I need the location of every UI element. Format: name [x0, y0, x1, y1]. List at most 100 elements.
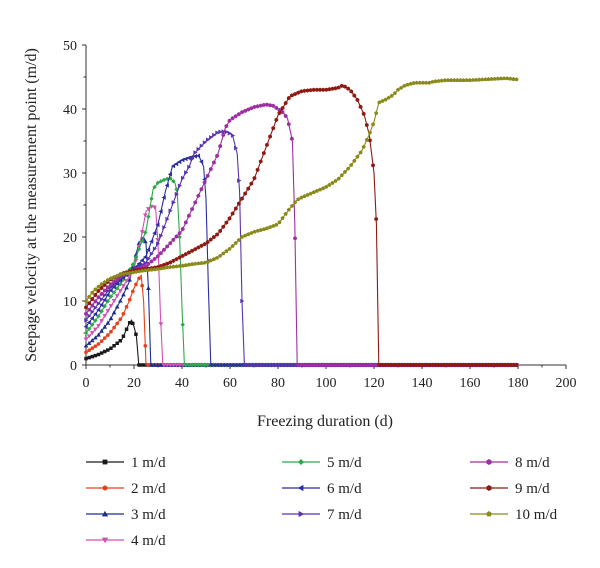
data-point — [368, 362, 372, 368]
data-point — [330, 180, 335, 185]
data-point — [342, 169, 348, 174]
data-point — [240, 110, 244, 115]
data-point — [96, 288, 101, 294]
data-point — [196, 362, 201, 368]
data-point — [339, 173, 344, 178]
data-point — [374, 110, 379, 115]
data-point — [386, 362, 391, 368]
data-point — [346, 166, 351, 171]
data-point — [108, 304, 114, 309]
data-point — [314, 188, 319, 193]
data-point — [293, 236, 297, 241]
data-point — [139, 257, 144, 263]
data-point — [236, 237, 241, 242]
data-point — [296, 362, 301, 368]
legend-item: 3 m/d — [86, 507, 166, 523]
data-point — [293, 91, 297, 97]
data-point — [436, 362, 441, 368]
data-point — [149, 251, 154, 257]
data-point — [199, 362, 204, 368]
data-point — [99, 297, 105, 302]
data-point — [315, 362, 319, 368]
data-point — [508, 76, 513, 81]
data-point — [283, 113, 288, 119]
legend-item: 4 m/d — [86, 533, 166, 549]
data-point — [170, 163, 176, 169]
data-point — [339, 362, 344, 368]
series-line — [85, 205, 518, 366]
data-point — [96, 342, 101, 346]
data-point — [361, 144, 366, 149]
data-point — [439, 78, 444, 83]
data-point — [374, 362, 379, 368]
data-point — [168, 260, 173, 265]
data-point — [489, 362, 494, 368]
data-point — [339, 83, 344, 88]
data-point — [118, 281, 123, 287]
data-point — [237, 112, 241, 117]
data-point — [377, 362, 382, 368]
y-axis-label: Seepage velocity at the measurement poin… — [23, 48, 40, 362]
data-point — [212, 160, 216, 165]
data-point — [371, 362, 375, 368]
data-point — [405, 362, 410, 368]
data-point — [180, 157, 185, 163]
data-point — [442, 78, 447, 83]
data-point — [358, 150, 363, 155]
data-point — [473, 77, 479, 82]
data-point — [358, 104, 363, 110]
data-point — [321, 186, 326, 191]
data-point — [127, 277, 132, 282]
x-tick-label: 160 — [460, 376, 481, 391]
data-point — [177, 234, 182, 240]
legend-swatch-marker — [486, 459, 492, 465]
data-point — [205, 137, 211, 143]
legend-label: 7 m/d — [327, 507, 362, 523]
series-10m-d — [83, 76, 519, 303]
data-point — [474, 362, 478, 368]
data-point — [152, 184, 157, 190]
data-point — [336, 176, 341, 181]
data-point — [127, 297, 132, 302]
data-point — [233, 114, 238, 119]
legend-label: 9 m/d — [515, 481, 550, 497]
y-tick-label: 50 — [63, 39, 77, 54]
data-point — [186, 262, 192, 267]
y-tick-label: 20 — [63, 231, 77, 246]
series-line — [85, 84, 518, 366]
data-point — [389, 93, 394, 98]
data-point — [168, 264, 173, 269]
data-point — [227, 216, 232, 221]
data-point — [364, 362, 369, 368]
legend-item: 10 m/d — [470, 507, 558, 523]
data-point — [196, 193, 201, 198]
data-point — [477, 77, 482, 82]
data-point — [202, 180, 207, 185]
data-point — [271, 103, 276, 108]
data-point — [296, 90, 301, 95]
legend: 1 m/d 5 m/d 8 m/d 2 m/d 6 m/d 9 m/d 3 m/d 7 m/d… — [86, 455, 558, 549]
data-point — [189, 362, 195, 368]
data-point — [427, 362, 432, 368]
data-point — [87, 313, 92, 319]
data-point — [246, 232, 251, 237]
data-point — [290, 93, 294, 98]
data-point — [83, 343, 89, 348]
data-point — [271, 126, 276, 131]
data-point — [346, 86, 350, 91]
data-point — [417, 362, 422, 368]
data-point — [111, 284, 116, 290]
data-point — [109, 329, 113, 334]
data-point — [112, 274, 117, 279]
data-point — [495, 362, 500, 368]
data-point — [121, 334, 126, 338]
data-point — [167, 363, 173, 368]
data-point — [205, 362, 210, 368]
data-point — [102, 288, 107, 293]
legend-swatch-marker — [102, 485, 108, 491]
data-point — [192, 362, 198, 368]
data-point — [165, 216, 170, 222]
data-point — [177, 255, 182, 260]
legend-swatch-marker — [297, 484, 304, 492]
